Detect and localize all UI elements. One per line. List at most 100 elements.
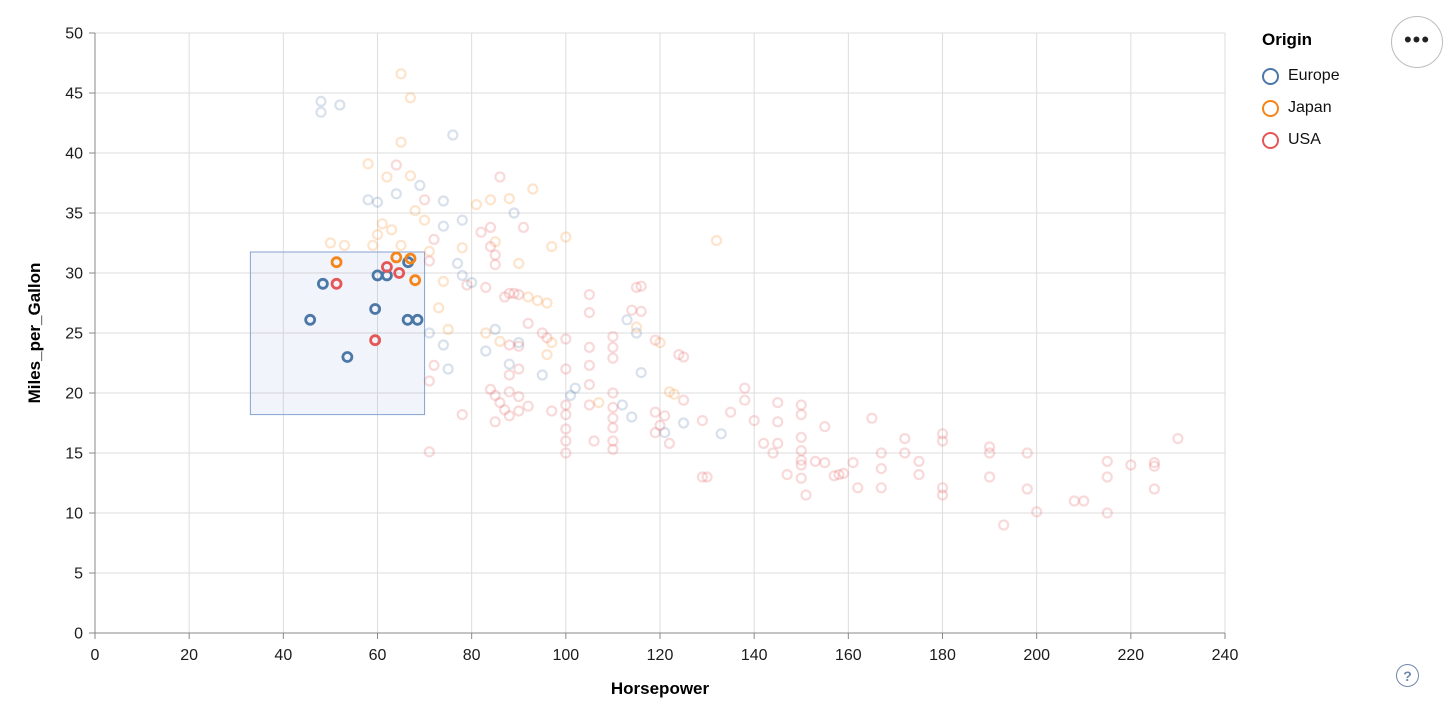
data-point-europe[interactable] bbox=[677, 417, 690, 429]
data-point-usa[interactable] bbox=[513, 363, 525, 375]
data-point-japan[interactable] bbox=[418, 214, 431, 226]
data-point-usa[interactable] bbox=[677, 351, 690, 363]
data-point-europe[interactable] bbox=[437, 339, 450, 351]
data-point-usa[interactable] bbox=[484, 383, 497, 395]
data-point-usa[interactable] bbox=[536, 327, 548, 339]
data-point-europe[interactable] bbox=[315, 95, 327, 108]
data-point-usa[interactable] bbox=[1148, 483, 1160, 495]
data-point-usa[interactable] bbox=[673, 349, 685, 361]
data-point-usa[interactable] bbox=[503, 410, 515, 422]
data-point-usa[interactable] bbox=[795, 399, 807, 411]
data-point-usa[interactable] bbox=[899, 433, 911, 445]
data-point-usa[interactable] bbox=[607, 401, 619, 413]
data-point-usa[interactable] bbox=[630, 281, 643, 293]
data-point-usa[interactable] bbox=[649, 334, 661, 346]
data-point-usa[interactable] bbox=[517, 221, 530, 233]
data-point-usa[interactable] bbox=[541, 332, 553, 344]
data-point-usa[interactable] bbox=[480, 281, 492, 293]
data-point-usa[interactable] bbox=[499, 291, 511, 303]
data-point-japan[interactable] bbox=[423, 245, 435, 257]
data-point-usa[interactable] bbox=[499, 404, 511, 416]
data-point-japan-selected[interactable] bbox=[390, 251, 403, 264]
help-button[interactable]: ? bbox=[1396, 664, 1419, 687]
data-point-usa[interactable] bbox=[1148, 457, 1160, 469]
data-point-usa[interactable] bbox=[1021, 483, 1033, 495]
data-point-usa[interactable] bbox=[588, 435, 600, 447]
data-point-usa[interactable] bbox=[866, 412, 878, 424]
data-point-europe[interactable] bbox=[630, 327, 643, 339]
data-point-usa[interactable] bbox=[607, 341, 619, 353]
data-point-usa[interactable] bbox=[583, 399, 595, 411]
data-point-europe[interactable] bbox=[437, 220, 450, 232]
data-point-japan[interactable] bbox=[386, 224, 398, 236]
data-point-europe[interactable] bbox=[564, 389, 577, 401]
data-point-usa[interactable] bbox=[583, 341, 595, 353]
data-point-usa[interactable] bbox=[423, 375, 435, 387]
data-point-usa[interactable] bbox=[795, 431, 807, 443]
data-point-usa[interactable] bbox=[772, 416, 784, 428]
data-point-europe[interactable] bbox=[437, 195, 450, 207]
data-point-europe[interactable] bbox=[635, 367, 647, 379]
data-point-usa[interactable] bbox=[635, 305, 647, 317]
data-point-usa[interactable] bbox=[607, 412, 619, 424]
data-point-europe[interactable] bbox=[466, 277, 478, 289]
data-point-europe[interactable] bbox=[513, 337, 525, 349]
data-point-usa[interactable] bbox=[838, 467, 850, 479]
data-point-japan[interactable] bbox=[409, 205, 421, 217]
data-point-japan[interactable] bbox=[470, 199, 482, 211]
data-point-japan[interactable] bbox=[668, 388, 680, 400]
data-point-japan[interactable] bbox=[489, 236, 501, 248]
data-point-usa[interactable] bbox=[1101, 507, 1113, 519]
data-point-japan[interactable] bbox=[362, 158, 374, 170]
data-point-europe[interactable] bbox=[371, 196, 384, 208]
data-point-europe-selected[interactable] bbox=[411, 313, 424, 326]
data-point-japan[interactable] bbox=[480, 327, 492, 339]
data-point-japan[interactable] bbox=[404, 170, 417, 182]
data-point-japan[interactable] bbox=[630, 321, 643, 333]
data-point-europe-selected[interactable] bbox=[369, 303, 382, 315]
data-point-usa[interactable] bbox=[1148, 460, 1160, 472]
data-point-usa[interactable] bbox=[663, 437, 676, 449]
data-point-japan[interactable] bbox=[527, 183, 539, 195]
data-point-usa[interactable] bbox=[583, 379, 595, 391]
data-point-europe[interactable] bbox=[334, 99, 346, 111]
legend-item-usa[interactable]: USA bbox=[1262, 124, 1340, 156]
data-point-usa[interactable] bbox=[583, 307, 595, 319]
data-point-usa[interactable] bbox=[560, 423, 572, 435]
data-point-europe[interactable] bbox=[626, 411, 638, 423]
data-point-usa[interactable] bbox=[423, 446, 435, 458]
data-point-europe[interactable] bbox=[536, 369, 548, 381]
data-point-europe[interactable] bbox=[715, 428, 727, 440]
data-point-usa[interactable] bbox=[1125, 459, 1137, 471]
data-point-usa[interactable] bbox=[489, 249, 501, 261]
data-point-usa[interactable] bbox=[560, 399, 572, 411]
data-point-usa[interactable] bbox=[475, 226, 487, 238]
data-point-usa[interactable] bbox=[819, 421, 831, 433]
data-point-usa[interactable] bbox=[852, 482, 864, 494]
data-point-japan[interactable] bbox=[710, 235, 723, 247]
data-point-usa[interactable] bbox=[913, 469, 925, 481]
data-point-japan[interactable] bbox=[513, 257, 525, 269]
data-point-usa[interactable] bbox=[390, 159, 402, 171]
data-point-japan[interactable] bbox=[593, 397, 605, 409]
data-point-europe[interactable] bbox=[480, 345, 492, 357]
data-point-usa[interactable] bbox=[649, 406, 661, 418]
data-point-usa-selected[interactable] bbox=[369, 334, 382, 347]
data-point-europe-selected[interactable] bbox=[341, 351, 354, 363]
data-point-usa[interactable] bbox=[899, 447, 911, 459]
data-point-usa[interactable] bbox=[607, 435, 619, 447]
data-point-europe[interactable] bbox=[621, 314, 633, 326]
data-point-usa[interactable] bbox=[701, 471, 713, 483]
data-point-japan[interactable] bbox=[484, 194, 497, 206]
data-point-japan[interactable] bbox=[522, 291, 534, 303]
data-point-japan[interactable] bbox=[324, 237, 337, 249]
data-point-usa[interactable] bbox=[503, 339, 515, 351]
data-point-usa[interactable] bbox=[522, 400, 534, 412]
data-point-europe[interactable] bbox=[616, 399, 628, 411]
data-point-usa[interactable] bbox=[800, 489, 812, 501]
data-point-japan[interactable] bbox=[663, 386, 676, 398]
data-point-japan[interactable] bbox=[395, 136, 407, 148]
data-point-usa-selected[interactable] bbox=[330, 277, 343, 290]
data-point-japan[interactable] bbox=[395, 239, 407, 251]
